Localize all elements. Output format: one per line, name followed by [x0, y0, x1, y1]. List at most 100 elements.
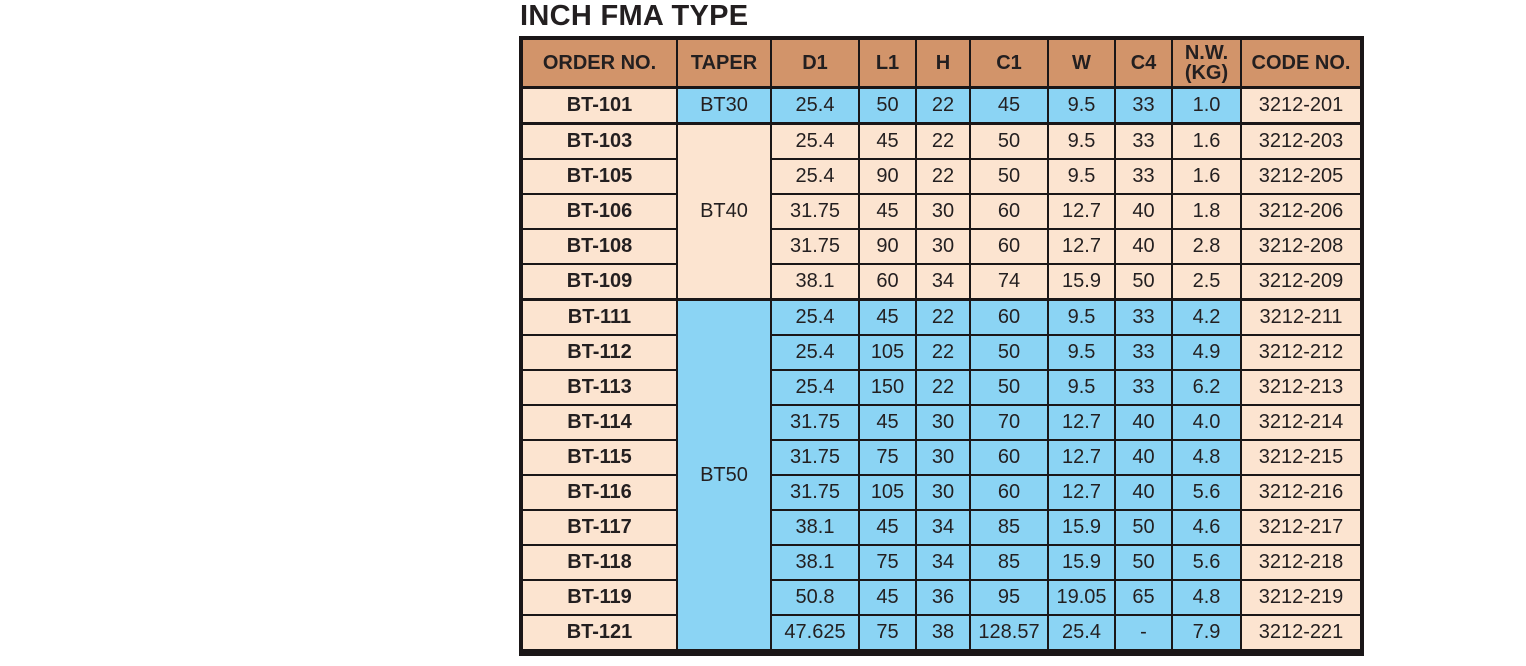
- w-cell: 9.5: [1047, 334, 1116, 371]
- l1-cell: 75: [858, 439, 917, 476]
- l1-cell: 45: [858, 122, 917, 160]
- table-row: BT-118 38.1 75 34 85 15.9 50 5.6 3212-218: [520, 544, 1363, 581]
- l1-cell: 45: [858, 193, 917, 230]
- order-no-cell: BT-106: [520, 193, 678, 230]
- c4-cell: 50: [1114, 544, 1173, 581]
- c1-cell: 60: [969, 474, 1049, 511]
- c1-cell: 74: [969, 263, 1049, 301]
- l1-cell: 45: [858, 298, 917, 336]
- table-row: BT-101 BT30 25.4 50 22 45 9.5 33 1.0 3212-201: [520, 86, 1363, 125]
- order-no-cell: BT-115: [520, 439, 678, 476]
- column-header: N.W. (KG): [1171, 37, 1242, 89]
- table-row: BT-114 31.75 45 30 70 12.7 40 4.0 3212-214: [520, 404, 1363, 441]
- code-no-cell: 3212-203: [1240, 122, 1363, 160]
- column-header: C1: [969, 37, 1049, 89]
- w-cell: 12.7: [1047, 439, 1116, 476]
- c4-cell: 65: [1114, 579, 1173, 616]
- column-header: TAPER: [676, 37, 772, 89]
- w-cell: 9.5: [1047, 86, 1116, 125]
- c1-cell: 128.57: [969, 614, 1049, 654]
- d1-cell: 25.4: [770, 369, 860, 406]
- c1-cell: 45: [969, 86, 1049, 125]
- order-no-cell: BT-118: [520, 544, 678, 581]
- l1-cell: 75: [858, 544, 917, 581]
- table-row: BT-106 31.75 45 30 60 12.7 40 1.8 3212-206: [520, 193, 1363, 230]
- h-cell: 30: [915, 474, 971, 511]
- h-cell: 34: [915, 263, 971, 301]
- nw-cell: 4.8: [1171, 439, 1242, 476]
- h-cell: 30: [915, 193, 971, 230]
- order-no-cell: BT-103: [520, 122, 678, 160]
- h-cell: 22: [915, 122, 971, 160]
- order-no-cell: BT-116: [520, 474, 678, 511]
- nw-cell: 2.8: [1171, 228, 1242, 265]
- d1-cell: 31.75: [770, 404, 860, 441]
- w-cell: 15.9: [1047, 544, 1116, 581]
- order-no-cell: BT-121: [520, 614, 678, 654]
- d1-cell: 38.1: [770, 509, 860, 546]
- c4-cell: 40: [1114, 193, 1173, 230]
- table-row: BT-116 31.75 105 30 60 12.7 40 5.6 3212-216: [520, 474, 1363, 511]
- l1-cell: 50: [858, 86, 917, 125]
- w-cell: 12.7: [1047, 228, 1116, 265]
- w-cell: 9.5: [1047, 369, 1116, 406]
- c1-cell: 85: [969, 509, 1049, 546]
- header-row: ORDER NO. TAPER D1 L1 H C1 W C4 N.W. (KG) CODE NO…: [520, 37, 1363, 89]
- nw-cell: 1.6: [1171, 122, 1242, 160]
- code-no-cell: 3212-221: [1240, 614, 1363, 654]
- column-header: H: [915, 37, 971, 89]
- w-cell: 12.7: [1047, 193, 1116, 230]
- nw-cell: 4.0: [1171, 404, 1242, 441]
- nw-cell: 4.6: [1171, 509, 1242, 546]
- code-no-cell: 3212-212: [1240, 334, 1363, 371]
- c4-cell: 50: [1114, 509, 1173, 546]
- nw-cell: 4.9: [1171, 334, 1242, 371]
- c1-cell: 95: [969, 579, 1049, 616]
- nw-cell: 1.0: [1171, 86, 1242, 125]
- table-row: BT-121 47.625 75 38 128.57 25.4-7.9 3212-221: [520, 614, 1363, 654]
- l1-cell: 45: [858, 579, 917, 616]
- l1-cell: 90: [858, 228, 917, 265]
- code-no-cell: 3212-219: [1240, 579, 1363, 616]
- c1-cell: 50: [969, 334, 1049, 371]
- column-header: CODE NO.: [1240, 37, 1363, 89]
- l1-cell: 45: [858, 509, 917, 546]
- column-header: ORDER NO.: [520, 37, 678, 89]
- w-cell: 15.9: [1047, 263, 1116, 301]
- order-no-cell: BT-113: [520, 369, 678, 406]
- h-cell: 22: [915, 298, 971, 336]
- d1-cell: 50.8: [770, 579, 860, 616]
- table-row: BT-112 25.4 105 22 50 9.5 33 4.9 3212-212: [520, 334, 1363, 371]
- c1-cell: 60: [969, 228, 1049, 265]
- nw-cell: 5.6: [1171, 474, 1242, 511]
- table-row: BT-103 BT40 25.4 45 22 50 9.5 33 1.6 3212-203: [520, 122, 1363, 301]
- h-cell: 30: [915, 228, 971, 265]
- c4-cell: -: [1114, 614, 1173, 654]
- nw-cell: 1.6: [1171, 158, 1242, 195]
- h-cell: 34: [915, 544, 971, 581]
- h-cell: 22: [915, 334, 971, 371]
- code-no-cell: 3212-215: [1240, 439, 1363, 476]
- table-row: BT-113 25.4 150 22 50 9.5 33 6.2 3212-213: [520, 369, 1363, 406]
- c4-cell: 40: [1114, 404, 1173, 441]
- code-no-cell: 3212-201: [1240, 86, 1363, 125]
- table-row: BT-115 31.75 75 30 60 12.7 40 4.8 3212-215: [520, 439, 1363, 476]
- c1-cell: 50: [969, 122, 1049, 160]
- column-header: W: [1047, 37, 1116, 89]
- w-cell: 25.4: [1047, 614, 1116, 654]
- table-row: BT-117 38.1 45 34 85 15.9 50 4.6 3212-217: [520, 509, 1363, 546]
- d1-cell: 38.1: [770, 263, 860, 301]
- order-no-cell: BT-114: [520, 404, 678, 441]
- w-cell: 19.05: [1047, 579, 1116, 616]
- spec-table: ORDER NO. TAPER D1 L1 H C1 W C4 N.W. (KG) CODE NO…: [519, 36, 1364, 656]
- code-no-cell: 3212-211: [1240, 298, 1363, 336]
- code-no-cell: 3212-218: [1240, 544, 1363, 581]
- page-title: INCH FMA TYPE: [520, 0, 749, 32]
- d1-cell: 38.1: [770, 544, 860, 581]
- order-no-cell: BT-111: [520, 298, 678, 336]
- nw-cell: 1.8: [1171, 193, 1242, 230]
- order-no-cell: BT-105: [520, 158, 678, 195]
- order-no-cell: BT-117: [520, 509, 678, 546]
- h-cell: 30: [915, 439, 971, 476]
